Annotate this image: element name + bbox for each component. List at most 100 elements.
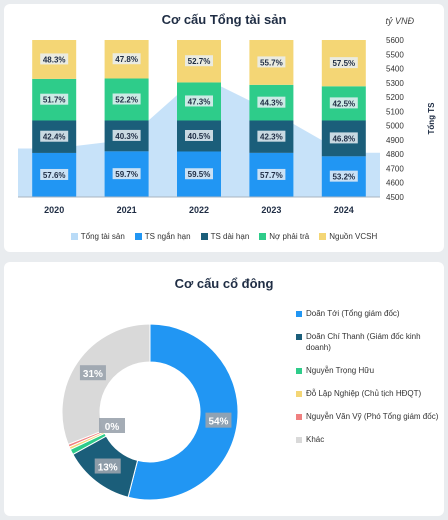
data-label-box	[185, 129, 213, 141]
data-label-box	[40, 93, 69, 105]
legend-label: Tổng tài sản	[80, 232, 125, 241]
data-label-box	[257, 96, 286, 108]
legend-label: Khác	[306, 435, 325, 444]
legend-swatch	[200, 233, 208, 240]
data-label-box	[112, 93, 141, 105]
data-label: 42.3%	[260, 133, 283, 142]
data-label: 55.7%	[260, 58, 283, 67]
x-tick-label: 2021	[117, 205, 137, 215]
data-label: 57.6%	[43, 171, 66, 180]
y2-tick-label: 5200	[386, 93, 404, 102]
data-label: 57.5%	[332, 59, 355, 68]
data-label: 59.5%	[188, 170, 211, 179]
donut-slice	[61, 323, 151, 446]
y2-tick-label: 5000	[386, 122, 404, 131]
slice-label-box	[205, 412, 232, 428]
data-label: 53.2%	[332, 173, 355, 182]
data-label-box	[185, 95, 213, 107]
slice-label: 54%	[208, 417, 228, 428]
legend-label: TS dài hạn	[210, 232, 250, 241]
y2-tick-label: 5400	[386, 65, 404, 74]
legend-item-liabilities: Nợ phải trả	[259, 232, 309, 241]
y2-tick-label: 4500	[386, 193, 404, 202]
data-label-box	[329, 132, 358, 144]
legend-swatch	[319, 233, 327, 240]
legend-label: Đỗ Lập Nghiệp (Chủ tịch HĐQT)	[306, 389, 422, 398]
asset-bar-chart: 57.6% 42.4% 51.7% 48.3% 2020 59.7% 40.3% 52.2% 4…	[18, 36, 436, 215]
data-label: 40.5%	[188, 132, 211, 141]
data-label-box	[329, 97, 358, 109]
shareholder-structure-panel: Cơ cấu cổ đông 54% 13% 0% 31% Doãn Tới (Tổn…	[4, 262, 444, 516]
shareholder-donut-chart: 54% 13% 0% 31%	[61, 323, 239, 501]
data-label-box	[112, 53, 141, 65]
data-label: 51.7%	[43, 96, 66, 105]
shareholder-legend-item: Đỗ Lập Nghiệp (Chủ tịch HĐQT)	[296, 388, 442, 399]
data-label-box	[40, 168, 69, 180]
data-label: 57.7%	[260, 171, 283, 180]
data-label: 42.5%	[332, 99, 355, 108]
shareholder-legend-item: Nguyễn Văn Vỹ (Phó Tổng giám đốc)	[296, 411, 442, 422]
shareholder-legend-item: Khác	[296, 434, 442, 445]
shareholder-legend-item: Doãn Chí Thanh (Giám đốc kinh doanh)	[296, 331, 442, 353]
shareholder-legend-item: Doãn Tới (Tổng giám đốc)	[296, 308, 442, 319]
x-tick-label: 2023	[261, 205, 281, 215]
data-label: 59.7%	[115, 170, 138, 179]
y2-tick-label: 5300	[386, 79, 404, 88]
legend-label: Doãn Chí Thanh (Giám đốc kinh doanh)	[306, 332, 421, 352]
legend-item-long-term: TS dài hạn	[200, 232, 250, 241]
legend-swatch	[296, 334, 302, 340]
y2-tick-label: 5600	[386, 36, 404, 45]
data-label-box	[40, 53, 69, 65]
data-label: 52.2%	[115, 95, 138, 104]
data-label: 46.8%	[332, 134, 355, 143]
x-tick-label: 2022	[189, 205, 209, 215]
y2-tick-label: 4800	[386, 150, 404, 159]
data-label: 47.8%	[115, 55, 138, 64]
x-tick-label: 2020	[44, 205, 64, 215]
legend-item-short-term: TS ngắn hạn	[134, 232, 191, 241]
donut-slice	[127, 323, 239, 501]
slice-label: 31%	[83, 369, 103, 380]
shareholder-chart-title: Cơ cấu cổ đông	[174, 276, 274, 291]
y2-axis-title: Tổng TS	[427, 102, 436, 135]
asset-chart-unit: tỷ VNĐ	[385, 16, 414, 26]
y2-tick-label: 4900	[386, 136, 404, 145]
data-label-box	[257, 130, 286, 142]
legend-label: Nguyễn Văn Vỹ (Phó Tổng giám đốc)	[306, 412, 439, 421]
data-label-box	[112, 129, 141, 141]
legend-label: Nợ phải trả	[269, 232, 310, 241]
data-label-box	[257, 168, 286, 180]
legend-item-total: Tổng tài sản	[70, 232, 125, 241]
shareholder-legend-item: Nguyễn Trọng Hữu	[296, 365, 442, 376]
legend-label: Nguyễn Trọng Hữu	[306, 366, 375, 375]
y2-tick-label: 4600	[386, 179, 404, 188]
slice-label: 13%	[98, 463, 118, 474]
legend-swatch	[134, 233, 142, 240]
legend-swatch	[296, 311, 302, 317]
y2-tick-label: 4700	[386, 164, 404, 173]
data-label-box	[112, 168, 141, 180]
legend-swatch	[259, 233, 267, 240]
legend-swatch	[296, 391, 302, 397]
slice-label-box	[94, 458, 121, 474]
legend-swatch	[296, 414, 302, 420]
shareholder-legend: Doãn Tới (Tổng giám đốc) Doãn Chí Thanh (…	[296, 308, 442, 457]
y2-tick-label: 5500	[386, 50, 404, 59]
asset-chart-legend: Tổng tài sản TS ngắn hạn TS dài hạn Nợ p…	[4, 232, 444, 241]
legend-swatch	[296, 437, 302, 443]
data-label-box	[329, 170, 358, 182]
legend-label: TS ngắn hạn	[144, 232, 191, 241]
legend-label: Doãn Tới (Tổng giám đốc)	[306, 309, 400, 318]
asset-structure-panel: Cơ cấu Tổng tài sản tỷ VNĐ 57.6% 42.4% 51.…	[4, 4, 444, 252]
data-label-box	[185, 55, 213, 67]
x-tick-label: 2024	[334, 205, 354, 215]
data-label-box	[185, 168, 213, 180]
y2-tick-label: 5100	[386, 107, 404, 116]
slice-label: 0%	[105, 422, 120, 433]
data-label: 48.3%	[43, 55, 66, 64]
data-label: 40.3%	[115, 132, 138, 141]
legend-label: Nguồn VCSH	[329, 232, 378, 241]
data-label: 52.7%	[188, 57, 211, 66]
legend-item-equity: Nguồn VCSH	[319, 232, 377, 241]
data-label: 44.3%	[260, 99, 283, 108]
